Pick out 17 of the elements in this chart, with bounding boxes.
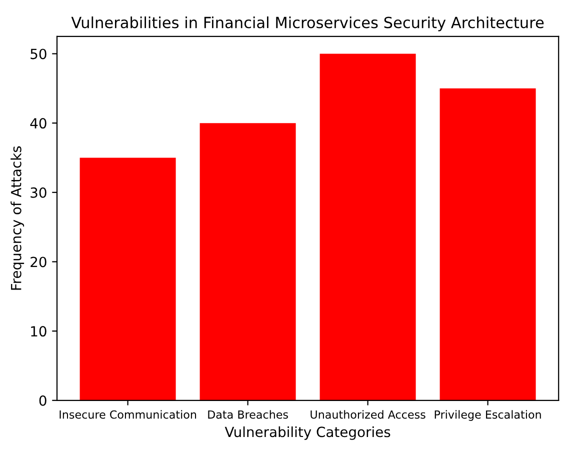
x-axis-title: Vulnerability Categories [224,426,390,440]
bar [320,54,416,400]
y-tick-label: 50 [30,48,46,60]
y-tick-label: 40 [30,118,46,129]
bar [200,123,296,400]
x-tick-label: Privilege Escalation [434,410,541,421]
y-tick-label: 20 [30,256,46,268]
y-axis-title: Frequency of Attacks [10,146,24,290]
chart-title: Vulnerabilities in Financial Microservices Security Architecture [71,16,544,32]
x-tick-label: Unauthorized Access [310,410,426,419]
x-tick-label: Data Breaches [208,410,288,419]
y-tick-label: 0 [39,395,46,406]
y-tick-label: 10 [31,326,46,337]
x-tick-label: Insecure Communication [60,410,196,419]
bar [80,158,176,400]
bar [440,88,536,400]
y-tick-label: 30 [30,187,46,198]
